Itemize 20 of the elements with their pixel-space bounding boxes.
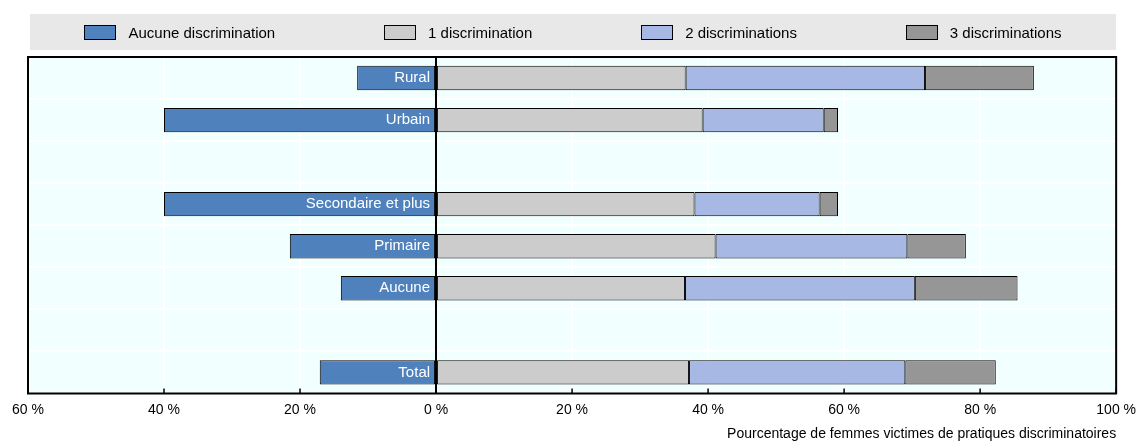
y-tick-label: Rural (394, 68, 431, 86)
x-tick-label: 80 % (964, 400, 997, 417)
y-tick-label: Aucune (379, 278, 431, 296)
legend-label: 3 discriminations (949, 23, 1062, 41)
x-tick-label: 0 % (423, 400, 449, 417)
x-tick-label: 40 % (148, 400, 180, 417)
x-tick-label: 20 % (284, 400, 316, 417)
legend-label: 1 discrimination (428, 23, 533, 41)
x-tick-label: 40 % (692, 400, 725, 417)
y-tick-label: Urbain (385, 110, 431, 128)
legend-label: 2 discriminations (685, 23, 797, 41)
legend-label: Aucune discrimination (128, 23, 276, 41)
y-tick-label: Primaire (374, 236, 431, 254)
x-tick-label: 100 % (1096, 400, 1136, 417)
x-tick-label: 60 % (12, 400, 44, 417)
x-axis-title: Pourcentage de femmes victimes de pratiques discriminatoires (727, 425, 1117, 442)
y-tick-label: Total (398, 362, 431, 380)
y-tick-label: Secondaire et plus (305, 194, 431, 212)
x-tick-label: 20 % (556, 400, 589, 417)
x-tick-label: 60 % (828, 400, 861, 417)
